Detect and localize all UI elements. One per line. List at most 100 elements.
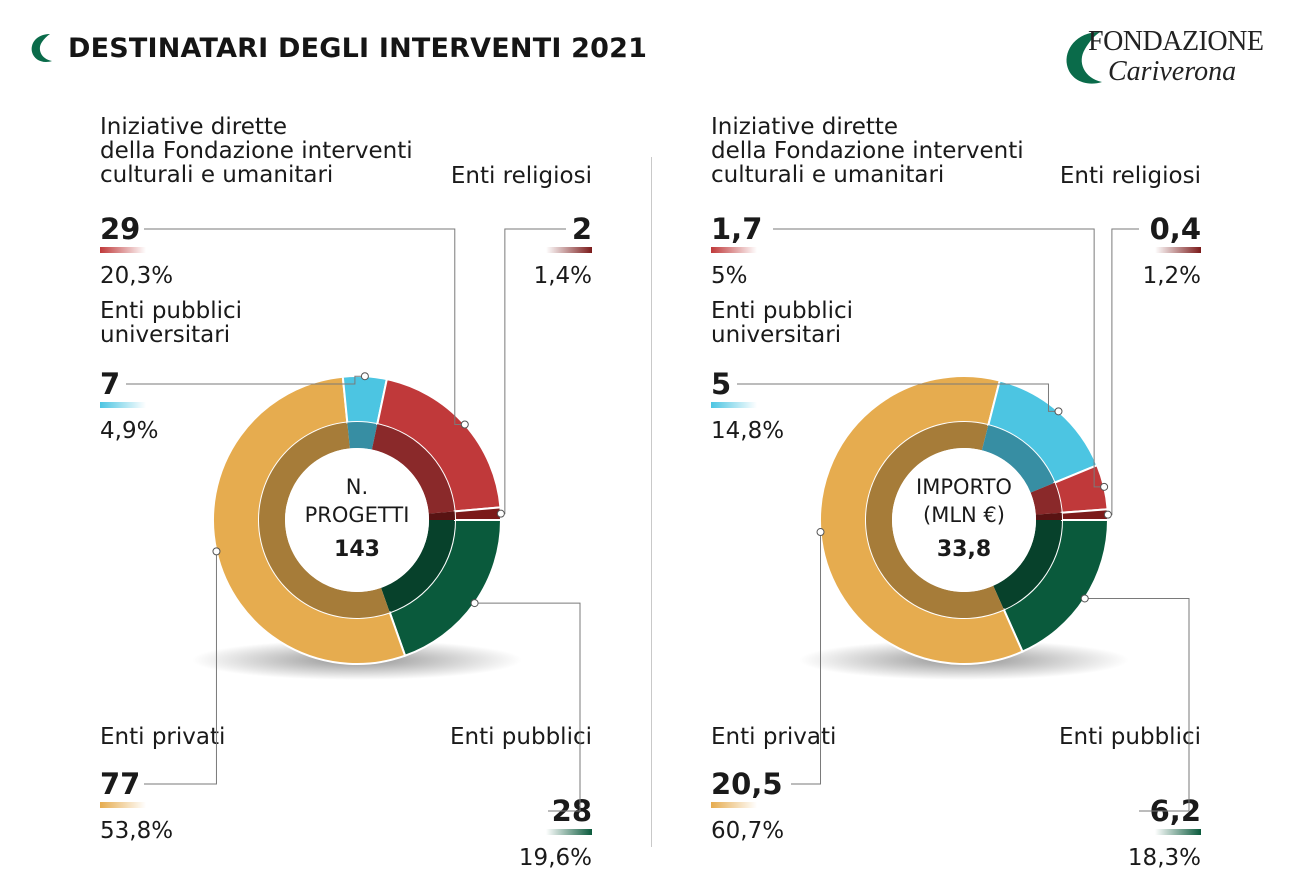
leader-line: [1084, 597, 1190, 812]
slice-religiosi-inner: [1035, 512, 1062, 520]
value-underline: [100, 802, 146, 808]
slice-name-line: della Fondazione interventi: [711, 138, 1024, 164]
leader-dot: [470, 599, 479, 608]
slice-value: 29: [100, 212, 140, 246]
slice-value: 2: [572, 212, 592, 246]
slice-value: 20,5: [711, 767, 783, 801]
slice-percent: 20,3%: [100, 263, 173, 289]
leader-line: [737, 383, 1059, 412]
value-underline: [1155, 829, 1201, 835]
slice-percent: 5%: [711, 263, 748, 289]
slice-iniziative-inner: [371, 424, 455, 514]
value-underline: [711, 247, 757, 253]
page-title: DESTINATARI DEGLI INTERVENTI 2021: [68, 32, 648, 64]
slice-name-line: Iniziative dirette: [100, 114, 287, 140]
leader-dot: [1100, 482, 1109, 491]
donut-hole: [892, 448, 1036, 592]
center-label-line-1: N.: [346, 475, 368, 499]
leader-line: [773, 228, 1105, 488]
center-label-line-2: PROGETTI: [305, 503, 410, 527]
slice-name-line: Enti privati: [711, 724, 836, 750]
slice-percent: 1,4%: [534, 263, 592, 289]
slice-percent: 1,2%: [1143, 263, 1201, 289]
donut-hole: [285, 448, 429, 592]
slice-percent: 18,3%: [1128, 845, 1201, 871]
slice-value: 0,4: [1150, 212, 1201, 246]
slice-privati-inner: [866, 422, 1004, 618]
slice-iniziative-inner: [1030, 482, 1062, 515]
slice-privati-inner: [258, 422, 390, 618]
value-underline: [711, 802, 757, 808]
leader-dot: [1080, 594, 1089, 603]
slice-name-line: Enti privati: [100, 724, 225, 750]
logo-text-secondary: Cariverona: [1108, 56, 1237, 87]
brand-logo: FONDAZIONE Cariverona: [1062, 26, 1282, 92]
leader-line: [791, 532, 822, 785]
slice-label-privati: Enti privati 77 53,8%: [100, 547, 225, 844]
slice-name-line: culturali e umanitari: [100, 162, 333, 188]
slice-pubblici-inner: [381, 520, 455, 613]
leader-line: [126, 375, 365, 385]
slice-value: 7: [100, 367, 120, 401]
center-label-line-2: (MLN €): [923, 503, 1005, 527]
slice-name-line: Enti pubblici: [711, 298, 853, 324]
leader-dot: [1103, 510, 1112, 519]
leader-line: [144, 551, 217, 785]
slice-pubblici-inner: [993, 520, 1062, 610]
slice-name-line: Iniziative dirette: [711, 114, 898, 140]
slice-value: 1,7: [711, 212, 762, 246]
slice-name-line: culturali e umanitari: [711, 162, 944, 188]
center-total-value: 33,8: [937, 537, 991, 562]
leader-dot: [460, 420, 469, 429]
leader-line: [144, 228, 465, 426]
value-underline: [546, 829, 592, 835]
brand-leaf-icon: [31, 34, 52, 62]
value-underline: [711, 402, 757, 408]
value-underline: [1155, 247, 1201, 253]
center-label-line-1: IMPORTO: [916, 475, 1012, 499]
value-underline: [100, 247, 146, 253]
logo-leaf-icon: [1066, 32, 1102, 84]
slice-name-line: universitari: [100, 322, 230, 348]
slice-label-privati: Enti privati 20,5 60,7%: [711, 528, 836, 844]
leader-dot: [816, 528, 825, 537]
slice-label-religiosi: Enti religiosi 0,4 1,2%: [1060, 163, 1201, 519]
slice-privati-outer: [212, 375, 407, 665]
slice-percent: 53,8%: [100, 818, 173, 844]
slice-percent: 19,6%: [519, 845, 592, 871]
panel-divider: [651, 157, 652, 847]
value-underline: [100, 402, 146, 408]
slice-value: 77: [100, 767, 140, 801]
slice-percent: 14,8%: [711, 418, 784, 444]
logo-text-primary: FONDAZIONE: [1088, 26, 1264, 57]
leader-dot: [360, 372, 369, 381]
slice-name-line: Enti pubblici: [450, 724, 592, 750]
slice-name-line: Enti religiosi: [451, 163, 592, 189]
leader-dot: [496, 509, 505, 518]
slice-percent: 4,9%: [100, 418, 158, 444]
slice-name-line: Enti religiosi: [1060, 163, 1201, 189]
leader-line: [1107, 228, 1139, 516]
header: DESTINATARI DEGLI INTERVENTI 2021: [28, 26, 647, 70]
value-underline: [546, 247, 592, 253]
slice-religiosi-inner: [428, 511, 455, 520]
leader-line: [474, 602, 581, 812]
slice-name-line: Enti pubblici: [1059, 724, 1201, 750]
slice-universitari-inner: [347, 422, 378, 450]
slice-name-line: Enti pubblici: [100, 298, 242, 324]
center-total-value: 143: [334, 537, 380, 562]
slice-label-religiosi: Enti religiosi 2 1,4%: [451, 163, 592, 518]
slice-percent: 60,7%: [711, 818, 784, 844]
slice-universitari-inner: [981, 425, 1055, 493]
slice-name-line: universitari: [711, 322, 841, 348]
slice-value: 5: [711, 367, 731, 401]
